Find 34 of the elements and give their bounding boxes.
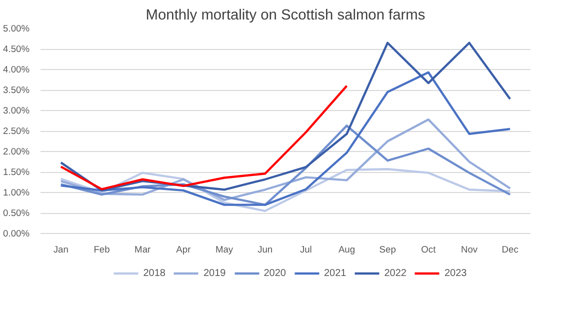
legend-label: 2018 xyxy=(143,268,166,278)
y-tick-label: 2.00% xyxy=(3,146,30,156)
legend-label: 2019 xyxy=(204,268,226,278)
x-tick-label: Oct xyxy=(421,244,436,254)
y-tick-label: 3.50% xyxy=(3,85,30,95)
y-tick-label: 0.50% xyxy=(3,208,30,218)
x-tick-label: Aug xyxy=(338,244,356,254)
x-tick-label: Jun xyxy=(258,244,273,254)
y-tick-label: 3.00% xyxy=(3,106,30,116)
x-tick-label: Dec xyxy=(502,244,519,254)
x-tick-label: Nov xyxy=(460,244,478,254)
x-tick-label: Jan xyxy=(53,244,68,254)
x-tick-label: Feb xyxy=(94,244,110,254)
x-tick-label: Mar xyxy=(134,244,151,254)
x-tick-label: Jul xyxy=(300,244,312,254)
x-tick-label: Sep xyxy=(379,244,396,254)
x-tick-label: Apr xyxy=(176,244,191,254)
line-series xyxy=(60,71,512,206)
y-tick-label: 1.00% xyxy=(3,188,30,198)
y-tick-label: 5.00% xyxy=(3,24,30,34)
line-series xyxy=(60,84,348,190)
legend-label: 2021 xyxy=(324,268,346,278)
y-tick-label: 1.50% xyxy=(3,167,30,177)
legend-label: 2022 xyxy=(384,268,406,278)
line-series xyxy=(60,168,512,212)
y-tick-label: 4.50% xyxy=(3,44,30,54)
legend-label: 2020 xyxy=(264,268,286,278)
x-tick-label: May xyxy=(215,244,234,254)
y-tick-label: 4.00% xyxy=(3,64,30,74)
line-series xyxy=(60,42,512,192)
legend-label: 2023 xyxy=(444,268,467,278)
chart-title: Monthly mortality on Scottish salmon farms xyxy=(146,8,426,24)
y-tick-label: 0.00% xyxy=(3,228,30,238)
y-tick-label: 2.50% xyxy=(3,126,30,136)
